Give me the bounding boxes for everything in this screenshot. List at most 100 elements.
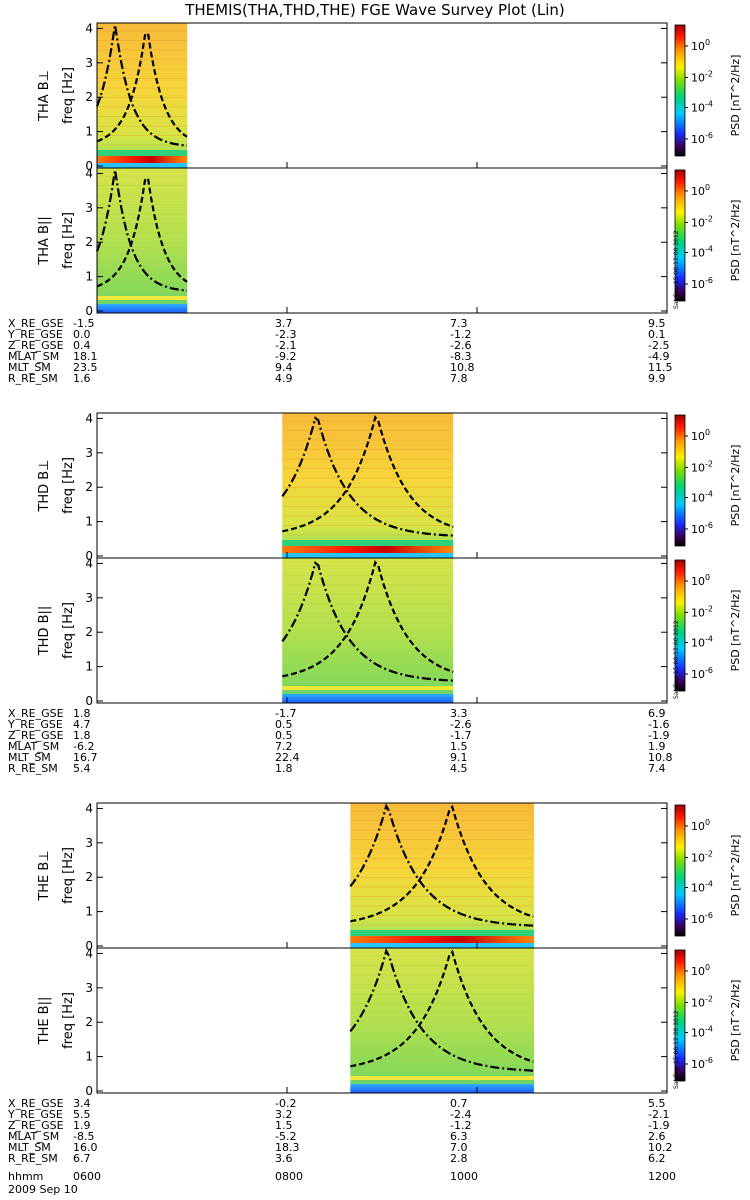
ephemeris-value: -1.5 bbox=[73, 317, 94, 330]
y-tick-label: 3 bbox=[85, 446, 93, 460]
dash-dot-curve bbox=[281, 561, 454, 682]
dash-dot-curve bbox=[349, 948, 534, 1072]
colorbar bbox=[674, 559, 686, 692]
y-tick-label: 0 bbox=[85, 939, 93, 953]
ephemeris-value: 0.5 bbox=[275, 729, 293, 742]
colorbar-tick-label: 100 bbox=[691, 573, 710, 588]
ephemeris-value: 1.5 bbox=[275, 1119, 293, 1132]
freq-axis-label: freq [Hz] bbox=[61, 847, 76, 904]
ephemeris-table: X_RE_GSE 1.8 -1.7 3.3 6.9Y_RE_GSE 4.7 0.5 -2.6-… bbox=[7, 707, 673, 775]
spectrogram-data bbox=[282, 558, 454, 703]
spectrogram-panel: 0 1 2 3 4 THA B|| freq [Hz] 100 10-2 10-4 10-6 PSD … bbox=[37, 166, 742, 318]
colorbar bbox=[674, 24, 686, 157]
ephemeris-value: -1.2 bbox=[450, 1119, 471, 1132]
yellow-band bbox=[282, 686, 454, 690]
colorbar bbox=[674, 169, 686, 302]
y-tick-label: 3 bbox=[85, 56, 93, 70]
creation-stamp: Sat Sep 15 00:12:00 2012 bbox=[673, 620, 680, 699]
ephemeris-value: 10.8 bbox=[648, 751, 673, 764]
spectrogram-panel: 0 1 2 3 4 THD B⊥ freq [Hz] 100 10-2 10-4 10-6 PSD [… bbox=[37, 411, 742, 563]
y-tick-label: 0 bbox=[85, 1084, 93, 1098]
ephemeris-row-name: Y_RE_GSE bbox=[7, 328, 63, 341]
dashed-curve bbox=[96, 31, 188, 143]
y-tick-label: 2 bbox=[85, 235, 93, 249]
freq-axis-label: freq [Hz] bbox=[61, 457, 76, 514]
ephemeris-value: -2.1 bbox=[648, 1108, 669, 1121]
colorbar-tick-label: 10-4 bbox=[691, 1025, 713, 1040]
colorbar-tick-label: 100 bbox=[691, 183, 710, 198]
y-tick-label: 2 bbox=[85, 870, 93, 884]
ephemeris-row-name: Z_RE_GSE bbox=[8, 339, 64, 352]
ephemeris-row-name: Z_RE_GSE bbox=[8, 1119, 64, 1132]
dash-dot-curve bbox=[349, 803, 534, 927]
ephemeris-value: 6.2 bbox=[648, 1152, 666, 1165]
colorbar-tick-label: 10-6 bbox=[691, 276, 713, 291]
ephemeris-value: 1.8 bbox=[275, 762, 293, 775]
ephemeris-value: 7.4 bbox=[648, 762, 666, 775]
ephemeris-row-name: X_RE_GSE bbox=[8, 1097, 64, 1110]
panel-label: THE B|| bbox=[37, 997, 52, 1046]
ephemeris-value: 7.0 bbox=[450, 1141, 468, 1154]
y-tick-label: 4 bbox=[85, 801, 93, 815]
ephemeris-row-name: X_RE_GSE bbox=[8, 317, 64, 330]
ephemeris-value: -1.7 bbox=[275, 707, 296, 720]
colorbar-tick-label: 100 bbox=[691, 38, 710, 53]
ephemeris-value: 5.5 bbox=[73, 1108, 91, 1121]
ephemeris-row-name: R_RE_SM bbox=[8, 1152, 58, 1165]
time-tick-label: 0600 bbox=[73, 1170, 101, 1183]
colorbar-label: PSD [nT^2/Hz] bbox=[729, 835, 742, 917]
time-axis-label: hhmm bbox=[8, 1170, 43, 1183]
dashed-curve bbox=[350, 804, 534, 923]
colorbar bbox=[674, 414, 686, 547]
cyan-band bbox=[97, 163, 188, 168]
ephemeris-value: -2.3 bbox=[275, 328, 296, 341]
ephemeris-value: 4.7 bbox=[73, 718, 91, 731]
ephemeris-value: 9.4 bbox=[275, 361, 293, 374]
y-tick-label: 3 bbox=[85, 836, 93, 850]
colorbar-tick-label: 10-2 bbox=[691, 69, 713, 84]
colorbar-tick-label: 10-2 bbox=[691, 459, 713, 474]
low-freq-power-band bbox=[282, 546, 454, 553]
y-tick-label: 3 bbox=[85, 981, 93, 995]
probe-the: 0 1 2 3 4 THE B⊥ freq [Hz] 100 10-2 10-4 10-6 PSD [… bbox=[7, 801, 742, 1183]
y-tick-label: 1 bbox=[85, 125, 93, 139]
spectrogram-panel: 0 1 2 3 4 THA B⊥ freq [Hz] 100 10-2 10-4 10-6 PSD [… bbox=[37, 21, 742, 173]
panel-label: THA B|| bbox=[37, 216, 52, 265]
probe-thd: 0 1 2 3 4 THD B⊥ freq [Hz] 100 10-2 10-4 10-6 PSD [… bbox=[7, 411, 742, 775]
ephemeris-row-name: Y_RE_GSE bbox=[7, 718, 63, 731]
y-tick-label: 4 bbox=[85, 166, 93, 180]
green-band bbox=[282, 540, 454, 546]
ephemeris-row-name: MLAT_SM bbox=[8, 740, 59, 753]
colorbar bbox=[674, 804, 686, 937]
ephemeris-row-name: MLAT_SM bbox=[8, 1130, 59, 1143]
ephemeris-row-name: MLAT_SM bbox=[8, 350, 59, 363]
time-tick-label: 0800 bbox=[275, 1170, 303, 1183]
colorbar-tick-label: 10-6 bbox=[691, 131, 713, 146]
ephemeris-value: 7.8 bbox=[450, 372, 468, 385]
ephemeris-value: 5.4 bbox=[73, 762, 91, 775]
ephemeris-value: -1.9 bbox=[648, 729, 669, 742]
ephemeris-value: 0.0 bbox=[73, 328, 91, 341]
colorbar bbox=[674, 949, 686, 1082]
ephemeris-value: -9.2 bbox=[275, 350, 296, 363]
colorbar-tick-label: 10-2 bbox=[691, 214, 713, 229]
ephemeris-value: 4.5 bbox=[450, 762, 468, 775]
y-tick-label: 4 bbox=[85, 946, 93, 960]
ephemeris-row-name: Y_RE_GSE bbox=[7, 1108, 63, 1121]
y-tick-label: 1 bbox=[85, 660, 93, 674]
low-freq-blue-band bbox=[350, 1084, 534, 1093]
colorbar-tick-label: 100 bbox=[691, 818, 710, 833]
time-tick-label: 1200 bbox=[648, 1170, 676, 1183]
ephemeris-table: X_RE_GSE 3.4 -0.2 0.7 5.5Y_RE_GSE 5.5 3.2 -2.4-… bbox=[7, 1097, 676, 1183]
dash-dot-curve bbox=[95, 169, 188, 292]
ephemeris-value: 22.4 bbox=[275, 751, 300, 764]
colorbar-tick-label: 10-6 bbox=[691, 1056, 713, 1071]
creation-stamp: Sat Sep 15 00:12:00 2012 bbox=[673, 1010, 680, 1089]
ephemeris-value: -2.4 bbox=[450, 1108, 471, 1121]
colorbar-label: PSD [nT^2/Hz] bbox=[729, 445, 742, 527]
y-tick-label: 0 bbox=[85, 694, 93, 708]
green-band bbox=[350, 930, 534, 936]
colorbar-tick-label: 10-4 bbox=[691, 490, 713, 505]
figure-title: THEMIS(THA,THD,THE) FGE Wave Survey Plot… bbox=[184, 1, 565, 19]
colorbar-tick-label: 10-2 bbox=[691, 604, 713, 619]
